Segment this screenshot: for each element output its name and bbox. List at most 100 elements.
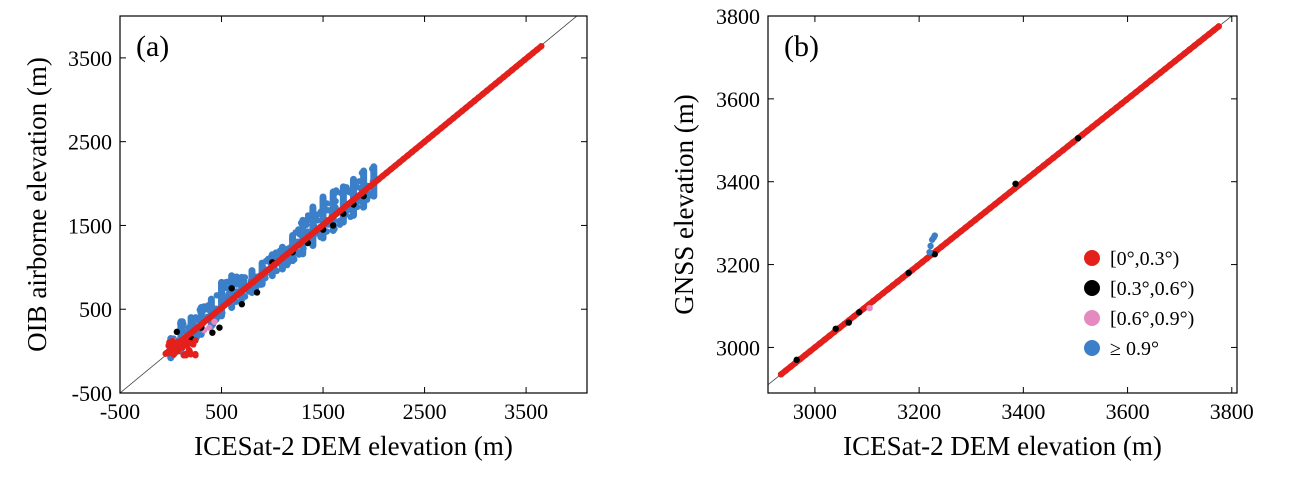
- data-point: [957, 228, 965, 235]
- legend: [0°,0.3°) [0.3°,0.6°) [0.6°,0.9°) ≥ 0.9°: [1068, 238, 1228, 363]
- data-point: [1021, 177, 1028, 185]
- data-point: [905, 269, 912, 277]
- data-point: [923, 255, 931, 262]
- plot-frame: [767, 15, 1238, 394]
- legend-marker: [1084, 280, 1100, 296]
- x-tick-label: 3800: [1210, 399, 1254, 424]
- data-point: [1152, 73, 1159, 80]
- data-point: [1011, 185, 1018, 192]
- data-point: [931, 232, 938, 239]
- data-point: [807, 347, 814, 355]
- data-point: [1137, 85, 1145, 92]
- data-point: [977, 212, 984, 220]
- data-point: [802, 351, 809, 359]
- y-tick-label: 3000: [716, 335, 760, 360]
- data-point: [1055, 150, 1062, 158]
- panel-b: 3000 3200 3400 3600 3800 3000 3200 3400 3600 3800…: [669, 4, 1254, 461]
- data-point: [787, 363, 794, 370]
- data-point: [1103, 112, 1111, 119]
- data-point: [850, 313, 858, 320]
- series-2: [866, 304, 873, 312]
- x-axis-label: ICESat-2 DEM elevation (m): [843, 431, 1162, 461]
- plot-frame: [119, 15, 588, 394]
- y-tick-label: 500: [79, 297, 112, 322]
- data-point: [1040, 162, 1047, 169]
- data-point: [1147, 77, 1154, 84]
- data-point: [1093, 119, 1101, 127]
- data-point: [1079, 131, 1086, 138]
- panel-a: -500 500 1500 2500 3500 -500 500 1500 2500 3500 (a…: [22, 15, 588, 461]
- data-point: [845, 319, 852, 326]
- x-tick-label: 1500: [301, 399, 345, 424]
- data-point: [179, 344, 186, 351]
- y-tick-label: 3600: [716, 87, 760, 112]
- data-point: [996, 197, 1004, 204]
- data-point: [899, 274, 906, 281]
- data-point: [914, 262, 921, 270]
- data-point: [173, 328, 181, 336]
- data-point: [782, 367, 790, 374]
- data-point: [1001, 193, 1008, 200]
- x-tick-label: 3200: [897, 399, 941, 424]
- data-point: [1098, 115, 1106, 123]
- data-point: [811, 344, 819, 351]
- data-point: [875, 293, 882, 301]
- data-point: [1166, 61, 1174, 69]
- data-point: [1035, 166, 1043, 173]
- data-point: [884, 286, 892, 293]
- data-point: [182, 338, 189, 346]
- x-tick-label: 3600: [1106, 399, 1150, 424]
- data-point: [866, 304, 873, 312]
- data-point: [821, 336, 829, 343]
- data-point: [1171, 57, 1179, 65]
- data-point: [1074, 135, 1082, 142]
- data-point: [1108, 108, 1115, 115]
- data-point: [1084, 127, 1091, 134]
- data-point: [1128, 92, 1135, 100]
- data-point: [860, 305, 867, 312]
- legend-label: [0°,0.3°): [1110, 248, 1179, 270]
- data-point: [1030, 170, 1038, 177]
- data-point: [931, 251, 938, 258]
- data-point: [1191, 42, 1198, 49]
- data-point: [1123, 96, 1130, 104]
- data-point: [927, 242, 934, 250]
- data-point: [1205, 30, 1213, 38]
- x-tick-label: 2500: [403, 399, 447, 424]
- data-point: [169, 337, 176, 345]
- data-point: [209, 329, 216, 336]
- data-point: [879, 289, 887, 297]
- data-point: [1142, 81, 1150, 88]
- y-axis-label: OIB airborne elevation (m): [22, 57, 52, 352]
- data-point: [1196, 38, 1203, 46]
- data-point: [943, 239, 950, 247]
- legend-label: ≥ 0.9°: [1110, 338, 1159, 360]
- y-tick-label: 2500: [68, 130, 112, 155]
- data-point: [168, 342, 176, 350]
- data-point: [918, 259, 926, 266]
- x-tick-label: -500: [100, 399, 140, 424]
- y-tick-label: 3800: [716, 4, 760, 29]
- data-point: [538, 42, 545, 50]
- data-point: [216, 324, 223, 331]
- x-axis-label: ICESat-2 DEM elevation (m): [194, 431, 513, 461]
- panel-label: (a): [136, 30, 169, 63]
- panel-label: (b): [784, 30, 819, 63]
- data-point: [894, 278, 901, 285]
- legend-marker: [1084, 340, 1100, 356]
- data-point: [253, 289, 261, 296]
- y-axis-label: GNSS elevation (m): [669, 94, 699, 314]
- data-point: [169, 349, 176, 357]
- y-tick-label: 3200: [716, 253, 760, 278]
- data-point: [1157, 69, 1164, 76]
- data-point: [1069, 139, 1077, 146]
- data-point: [855, 309, 863, 316]
- data-point: [991, 201, 999, 208]
- data-point: [1045, 158, 1052, 165]
- plot-area: [120, 16, 578, 393]
- data-point: [211, 318, 218, 325]
- data-point: [926, 248, 933, 256]
- data-point: [1006, 189, 1013, 196]
- data-point: [187, 351, 195, 358]
